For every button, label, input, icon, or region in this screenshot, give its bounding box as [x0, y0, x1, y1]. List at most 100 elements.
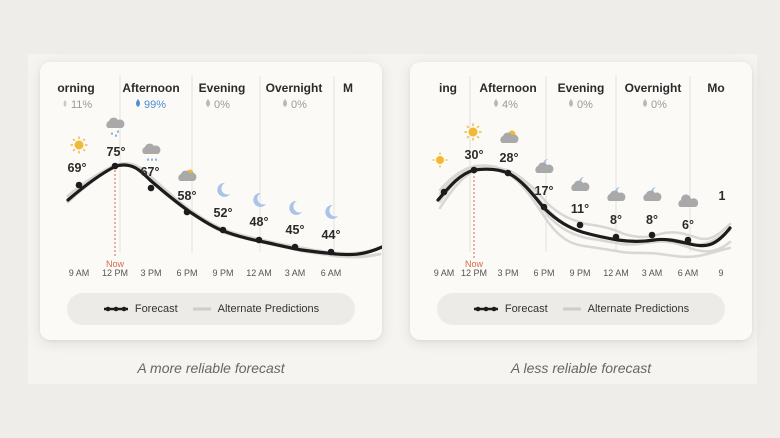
- cloud-icon: [678, 194, 699, 207]
- x-tick: 12 AM: [603, 268, 629, 278]
- x-tick: 6 AM: [678, 268, 699, 278]
- raindrop-icon: [494, 99, 498, 107]
- legend-forecast-label: Forecast: [504, 303, 548, 315]
- precip-morning: 11%: [63, 99, 92, 111]
- forecast-line-swatch: [103, 306, 128, 312]
- precip-evening: 0%: [569, 99, 593, 111]
- temp-label: 8°: [646, 213, 658, 227]
- temp-label: 11°: [571, 202, 589, 216]
- temp-label: 17°: [535, 184, 554, 198]
- forecast-point: [470, 166, 478, 174]
- now-label: Now: [465, 259, 484, 269]
- forecast-point: [147, 184, 155, 192]
- x-tick: 9 AM: [434, 268, 455, 278]
- svg-text:0%: 0%: [651, 99, 667, 111]
- night-cloud-icon: [607, 187, 626, 201]
- legend-alternate: Alternate Predictions: [192, 303, 319, 315]
- x-tick: 3 AM: [642, 268, 663, 278]
- precip-overnight: 0%: [643, 99, 667, 111]
- legend-alternate: Alternate Predictions: [562, 303, 690, 315]
- forecast-point: [612, 233, 620, 241]
- period-title-overnight: Overnight: [625, 81, 682, 95]
- night-cloud-icon: [643, 187, 662, 201]
- x-tick: 12 PM: [461, 268, 487, 278]
- raindrop-icon: [643, 99, 647, 107]
- period-title-next: Mo: [707, 81, 724, 95]
- forecast-card-reliable: orning Afternoon Evening Overnight M 11%…: [40, 62, 382, 340]
- x-tick: 3 AM: [285, 268, 306, 278]
- rain-cloud-icon: [106, 117, 125, 137]
- temp-label: 44°: [322, 228, 341, 242]
- forecast-point: [219, 226, 227, 234]
- temp-label: 67°: [141, 165, 160, 179]
- sun-icon: [432, 152, 448, 168]
- rain-cloud-icon: [142, 143, 161, 161]
- sun-icon: [464, 123, 482, 141]
- moon-icon: [289, 200, 302, 215]
- legend-forecast: Forecast: [103, 303, 178, 315]
- raindrop-icon: [206, 99, 210, 107]
- raindrop-icon: [283, 99, 287, 107]
- night-cloud-icon: [535, 159, 554, 173]
- x-tick: 9 PM: [212, 268, 233, 278]
- x-tick: 3 PM: [497, 268, 518, 278]
- temp-label: 48°: [250, 215, 269, 229]
- raindrop-icon: [136, 99, 140, 107]
- period-title-afternoon: Afternoon: [479, 81, 536, 95]
- raindrop-icon: [63, 100, 67, 107]
- partly-cloudy-icon: [178, 169, 197, 181]
- x-tick: 12 PM: [102, 268, 128, 278]
- x-tick: 6 PM: [533, 268, 554, 278]
- svg-text:0%: 0%: [214, 99, 230, 111]
- forecast-point: [75, 181, 83, 189]
- temp-label: 45°: [286, 223, 305, 237]
- forecast-point: [540, 203, 548, 211]
- forecast-point: [684, 236, 692, 244]
- period-title-evening: Evening: [199, 81, 246, 95]
- temp-label: 1: [719, 189, 726, 203]
- x-tick: 12 AM: [246, 268, 272, 278]
- svg-text:4%: 4%: [502, 99, 518, 111]
- chart-legend: Forecast Alternate Predictions: [67, 293, 355, 325]
- moon-icon: [253, 192, 266, 207]
- temp-label: 52°: [214, 206, 233, 220]
- svg-text:99%: 99%: [144, 99, 166, 111]
- chart-legend: Forecast Alternate Predictions: [437, 293, 725, 325]
- alternate-line-swatch: [192, 307, 211, 311]
- forecast-point: [440, 188, 448, 196]
- period-title-morning: orning: [57, 81, 94, 95]
- svg-text:0%: 0%: [291, 99, 307, 111]
- precip-afternoon: 4%: [494, 99, 518, 111]
- forecast-point: [576, 221, 584, 229]
- period-title-overnight: Overnight: [266, 81, 323, 95]
- svg-text:11%: 11%: [71, 99, 92, 111]
- forecast-point: [183, 208, 191, 216]
- precip-evening: 0%: [206, 99, 230, 111]
- period-title-morning: ing: [439, 81, 457, 95]
- period-title-next: M: [343, 81, 353, 95]
- temp-label: 69°: [68, 161, 87, 175]
- x-tick: 9 PM: [569, 268, 590, 278]
- forecast-line-swatch: [473, 306, 498, 312]
- period-title-afternoon: Afternoon: [122, 81, 179, 95]
- temp-label: 30°: [465, 148, 484, 162]
- temp-label: 6°: [682, 218, 694, 232]
- temp-label: 8°: [610, 213, 622, 227]
- legend-forecast-label: Forecast: [134, 303, 178, 315]
- partly-cloudy-icon: [500, 130, 519, 143]
- temp-label: 28°: [500, 151, 519, 165]
- temp-label: 58°: [178, 189, 197, 203]
- forecast-point: [291, 243, 299, 251]
- x-tick: 9: [718, 268, 723, 278]
- legend-alternate-label: Alternate Predictions: [587, 303, 690, 315]
- forecast-chart-reliable: orning Afternoon Evening Overnight M 11%…: [57, 76, 382, 278]
- svg-text:0%: 0%: [577, 99, 593, 111]
- forecast-line: [436, 167, 732, 248]
- alternate-line-swatch: [562, 307, 581, 311]
- caption-reliable: A more reliable forecast: [137, 360, 285, 376]
- x-tick: 3 PM: [140, 268, 161, 278]
- forecast-point: [111, 162, 119, 170]
- sun-icon: [70, 136, 88, 154]
- moon-icon: [217, 182, 230, 197]
- temp-label: 75°: [107, 145, 126, 159]
